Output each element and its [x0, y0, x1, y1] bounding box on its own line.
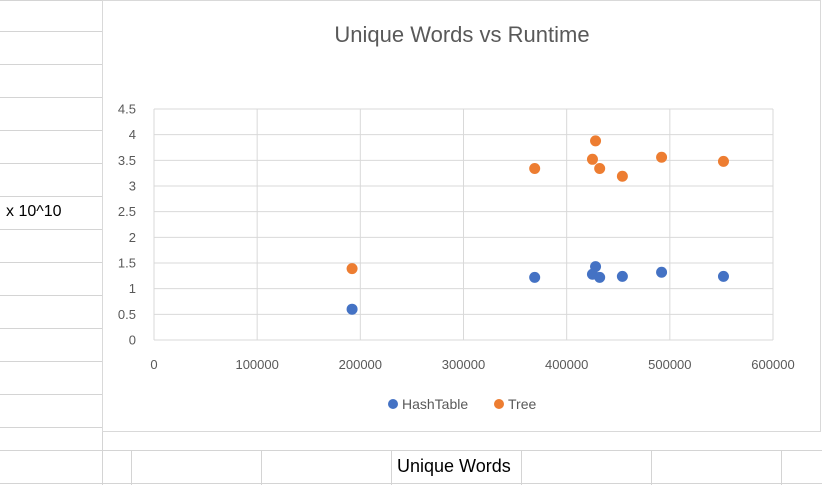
- data-point[interactable]: [586, 153, 598, 165]
- y-axis-unit-cell[interactable]: x 10^10: [6, 203, 62, 220]
- x-tick-label: 100000: [235, 357, 278, 372]
- data-point[interactable]: [616, 270, 628, 282]
- y-tick-label: 3: [129, 179, 136, 194]
- scatter-chart: Unique Words vs Runtime 0 0.5 1 1.5 2 2.5 3 3.5…: [118, 22, 795, 412]
- data-point[interactable]: [346, 263, 358, 275]
- legend-item-tree[interactable]: Tree: [494, 396, 536, 412]
- data-point[interactable]: [590, 261, 602, 273]
- y-tick-label: 1: [129, 281, 136, 296]
- data-point[interactable]: [346, 303, 358, 315]
- chart-title: Unique Words vs Runtime: [334, 22, 589, 47]
- x-tick-label: 600000: [751, 357, 794, 372]
- data-point[interactable]: [594, 163, 606, 175]
- data-point[interactable]: [656, 266, 668, 278]
- y-tick-label: 3.5: [118, 153, 136, 168]
- y-tick-label: 1.5: [118, 256, 136, 271]
- x-axis-label-cell[interactable]: Unique Words: [397, 456, 511, 476]
- series-hashtable: [346, 261, 729, 315]
- axis-ticks: 0 0.5 1 1.5 2 2.5 3 3.5 4 4.5 0 100000 200000 300000 4…: [118, 102, 795, 373]
- x-tick-label: 500000: [648, 357, 691, 372]
- legend-item-hashtable[interactable]: HashTable: [388, 396, 468, 412]
- gridlines: [153, 108, 774, 341]
- legend-label: HashTable: [402, 396, 468, 412]
- x-tick-label: 300000: [442, 357, 485, 372]
- series-tree: [346, 135, 729, 275]
- legend-marker: [494, 399, 504, 409]
- data-point[interactable]: [594, 271, 606, 283]
- data-points: [346, 135, 729, 315]
- data-point[interactable]: [529, 271, 541, 283]
- y-tick-label: 0.5: [118, 307, 136, 322]
- data-point[interactable]: [717, 270, 729, 282]
- data-point[interactable]: [616, 170, 628, 182]
- legend[interactable]: HashTable Tree: [388, 396, 536, 412]
- data-point[interactable]: [656, 151, 668, 163]
- x-tick-label: 0: [150, 357, 157, 372]
- y-tick-label: 4.5: [118, 102, 136, 117]
- legend-label: Tree: [508, 396, 536, 412]
- data-point[interactable]: [590, 135, 602, 147]
- y-tick-label: 2.5: [118, 204, 136, 219]
- data-point[interactable]: [717, 155, 729, 167]
- y-tick-label: 2: [129, 230, 136, 245]
- x-tick-label: 400000: [545, 357, 588, 372]
- y-tick-label: 4: [129, 127, 136, 142]
- data-point[interactable]: [529, 163, 541, 175]
- y-tick-label: 0: [129, 333, 136, 348]
- legend-marker: [388, 399, 398, 409]
- chart-container[interactable]: Unique Words vs Runtime 0 0.5 1 1.5 2 2.5 3 3.5…: [102, 0, 821, 432]
- x-tick-label: 200000: [339, 357, 382, 372]
